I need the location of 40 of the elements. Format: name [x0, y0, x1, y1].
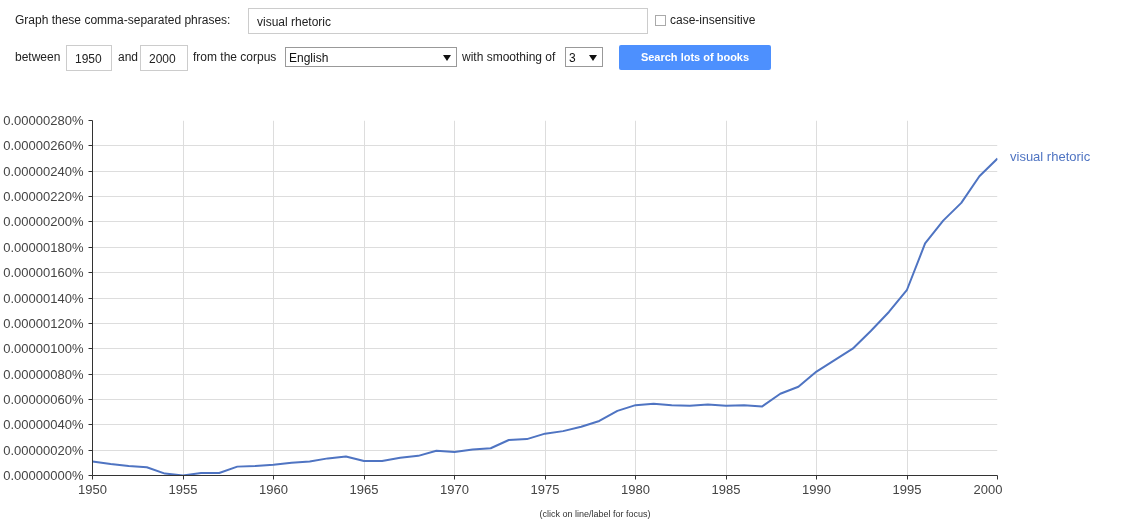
- x-tick-label: 1950: [78, 481, 107, 497]
- y-tick-label: 0.00000120%: [3, 315, 84, 331]
- text: 1950: [66, 45, 112, 71]
- text: Search lots of books: [619, 45, 771, 70]
- x-tick-label: 1995: [892, 481, 922, 497]
- y-tick-label: 0.00000060%: [3, 391, 84, 407]
- text: and: [118, 50, 139, 64]
- x-tick-label: 1960: [259, 481, 288, 497]
- text: case-insensitive: [669, 13, 756, 27]
- y-tick-label: 0.00000280%: [3, 113, 84, 128]
- x-tick-label: 1965: [349, 481, 379, 497]
- x-tick-label: 2000: [973, 481, 1003, 497]
- text: between: [15, 50, 61, 64]
- text: from the corpus: [193, 50, 277, 64]
- x-tick-label: 1955: [168, 481, 198, 497]
- series-label: visual rhetoric: [1010, 149, 1091, 164]
- text: (click on line/label for focus): [538, 509, 652, 519]
- text: English: [285, 47, 457, 67]
- text: visual rhetoric: [248, 8, 648, 34]
- y-tick-label: 0.00000140%: [3, 290, 84, 306]
- y-tick-label: 0.00000220%: [3, 189, 84, 205]
- text: Graph these comma-separated phrases:: [15, 13, 231, 27]
- y-tick-label: 0.00000160%: [3, 265, 84, 281]
- x-tick-label: 1980: [621, 481, 650, 497]
- x-tick-label: 1970: [440, 481, 469, 497]
- x-tick-label: 1985: [711, 481, 741, 497]
- text: with smoothing of: [462, 50, 556, 64]
- y-tick-label: 0.00000200%: [3, 214, 84, 230]
- x-tick-label: 1975: [530, 481, 560, 497]
- y-tick-label: 0.00000040%: [3, 417, 84, 433]
- y-tick-label: 0.00000080%: [3, 366, 84, 382]
- y-tick-label: 0.00000000%: [3, 468, 84, 483]
- y-tick-label: 0.00000240%: [3, 163, 84, 179]
- x-tick-label: 1990: [802, 481, 831, 497]
- y-tick-label: 0.00000180%: [3, 239, 84, 255]
- y-tick-label: 0.00000260%: [3, 138, 84, 154]
- text: 2000: [140, 45, 188, 71]
- text: 3: [565, 47, 603, 67]
- y-tick-label: 0.00000100%: [3, 341, 84, 357]
- y-tick-label: 0.00000020%: [3, 442, 84, 458]
